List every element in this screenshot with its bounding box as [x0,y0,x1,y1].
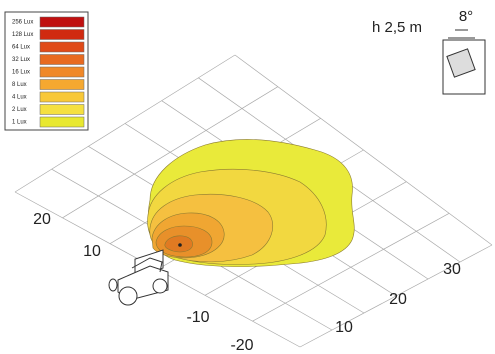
legend-label: 8 Lux [12,82,27,88]
axis-label: 10 [83,243,101,260]
legend-label: 4 Lux [12,95,27,101]
legend-swatch [39,116,85,128]
legend-swatch [39,104,85,115]
legend-label: 64 Lux [12,45,30,51]
lamp-icon [442,29,486,95]
axis-label: 20 [33,211,51,228]
light-source [178,243,182,247]
legend-swatch [39,79,85,90]
axis-labels: 20 10 -10 -20 10 20 30 [33,211,461,354]
grid-line [299,244,493,348]
legend-label: 128 Lux [12,32,33,38]
legend-label: 256 Lux [12,20,33,26]
tractor [108,249,169,306]
mount-angle: 8° [459,8,473,25]
legend-label: 2 Lux [12,107,27,113]
legend-swatch [39,41,85,53]
axis-label: 30 [443,261,461,278]
axis-label: 20 [389,291,407,308]
axis-label: -20 [230,337,253,354]
legend-label: 32 Lux [12,57,30,63]
axis-label: -10 [186,309,209,326]
legend-label: 16 Lux [12,70,30,76]
legend-swatch [39,66,85,78]
axis-label: 10 [335,319,353,336]
grid-line [234,54,493,246]
legend-label: 1 Lux [12,120,27,126]
legend: 256 Lux 128 Lux 64 Lux 32 Lux 16 Lux 8 Lux 4 L… [12,16,85,128]
legend-swatch [39,91,85,103]
mount-height: h 2,5 m [372,19,422,36]
isolux-contours [147,139,355,267]
legend-swatch [39,29,85,40]
legend-swatch [39,54,85,65]
legend-swatch [39,16,85,28]
